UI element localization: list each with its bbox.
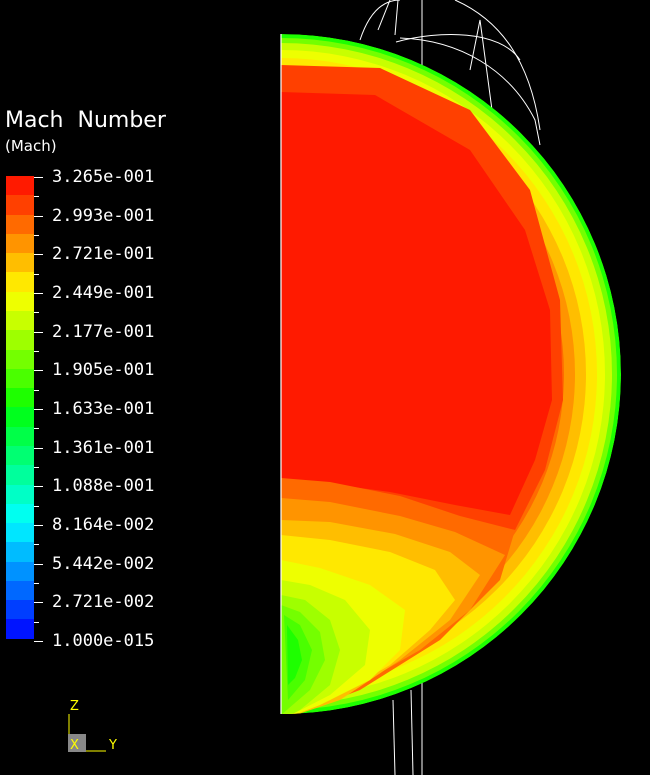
colorbar-swatch: [6, 291, 34, 311]
colorbar-tick-label: 2.993e-001: [52, 205, 155, 226]
colorbar-tick: [34, 602, 43, 604]
colorbar-swatch: [6, 619, 34, 639]
colorbar-tick: [34, 331, 43, 333]
colorbar-swatch: [6, 445, 34, 466]
colorbar-tick-label: 1.905e-001: [52, 360, 155, 381]
axis-triad[interactable]: Z X Y: [62, 698, 132, 758]
colorbar-swatch: [6, 253, 34, 273]
colorbar-swatch: [6, 542, 34, 562]
colorbar-tick-label: 3.265e-001: [52, 167, 155, 187]
colorbar-minor-tick: [34, 389, 39, 391]
colorbar-tick-label: 5.442e-002: [52, 553, 155, 574]
colorbar-tick-label: 2.449e-001: [52, 283, 155, 303]
colorbar-minor-tick: [34, 505, 39, 507]
colorbar-tick: [34, 409, 43, 410]
x-axis-label: X: [70, 738, 79, 753]
colorbar-swatch: [6, 233, 34, 254]
colorbar-minor-tick: [34, 467, 39, 468]
colorbar-tick: [34, 563, 43, 565]
colorbar-swatch: [6, 465, 34, 485]
colorbar-tick: [34, 641, 43, 642]
colorbar-swatch: [6, 388, 34, 408]
colorbar-tick: [34, 447, 43, 449]
colorbar-swatch: [6, 214, 34, 234]
colorbar-tick: [34, 293, 43, 294]
colorbar-tick: [34, 525, 43, 526]
colorbar-tick-label: 1.000e-015: [52, 631, 155, 651]
colorbar-swatch: [6, 195, 34, 215]
colorbar-swatch: [6, 600, 34, 620]
colorbar-swatch: [6, 330, 34, 350]
colorbar-minor-tick: [34, 621, 39, 623]
colorbar-swatch: [6, 407, 34, 427]
colorbar-swatch: [6, 176, 34, 196]
colorbar-tick-label: 2.177e-001: [52, 321, 155, 342]
colorbar-swatch: [6, 310, 34, 331]
colorbar-swatch: [6, 503, 34, 524]
colorbar-swatch: [6, 484, 34, 504]
colorbar-swatch: [6, 272, 34, 292]
y-axis-label: Y: [108, 738, 117, 753]
colorbar-tick: [34, 486, 43, 488]
colorbar-tick: [34, 215, 43, 217]
z-axis-label: Z: [70, 699, 79, 714]
colorbar-minor-tick: [34, 235, 39, 236]
colorbar-tick-label: 1.361e-001: [52, 437, 155, 458]
colorbar-tick-label: 2.721e-001: [52, 244, 155, 265]
colorbar-minor-tick: [34, 196, 39, 198]
colorbar-swatch: [6, 580, 34, 601]
colorbar-swatch: [6, 561, 34, 581]
colorbar-tick-label: 1.088e-001: [52, 476, 155, 497]
legend-unit: (Mach): [5, 137, 57, 155]
colorbar-swatch: [6, 368, 34, 389]
colorbar-swatch: [6, 349, 34, 369]
colorbar-minor-tick: [34, 351, 39, 352]
colorbar-tick: [34, 177, 43, 178]
colorbar-tick-label: 1.633e-001: [52, 399, 155, 419]
colorbar-swatch: [6, 426, 34, 446]
colorbar-tick: [34, 254, 43, 256]
legend-title: Mach Number: [5, 108, 166, 133]
colorbar-swatch: [6, 523, 34, 543]
colorbar-minor-tick: [34, 273, 39, 275]
colorbar: [6, 176, 34, 639]
colorbar-minor-tick: [34, 544, 39, 546]
triad-origin-box: [68, 734, 86, 752]
colorbar-tick-label: 2.721e-002: [52, 592, 155, 613]
colorbar-minor-tick: [34, 583, 39, 584]
colorbar-tick: [34, 370, 43, 372]
colorbar-minor-tick: [34, 312, 39, 314]
colorbar-tick-label: 8.164e-002: [52, 515, 155, 535]
colorbar-minor-tick: [34, 428, 39, 430]
